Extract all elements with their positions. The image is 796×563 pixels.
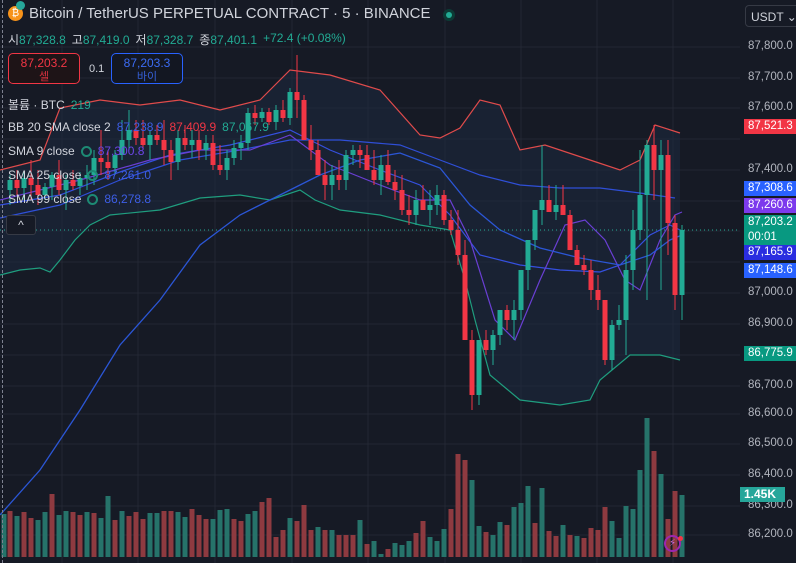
low-label: 저	[135, 33, 147, 47]
notification-dot-icon	[678, 536, 683, 541]
currency-select[interactable]: USDT ⌄	[745, 5, 796, 27]
bb-lower-value: 87,067.9	[222, 120, 269, 134]
sell-button[interactable]: 87,203.2 셀	[8, 53, 80, 84]
sma25-value: 87,261.0	[104, 168, 152, 182]
symbol-title[interactable]: Bitcoin / TetherUS PERPETUAL CONTRACT · …	[29, 5, 431, 22]
sma25-label: SMA 25 close	[8, 168, 82, 182]
price-tick: 86,300.0	[748, 499, 793, 511]
exchange-badge-icon	[16, 1, 25, 10]
price-label: 86,775.9	[744, 346, 796, 361]
bitcoin-icon: ₿	[8, 1, 25, 21]
bb-label: BB 20 SMA close 2	[8, 120, 111, 134]
sma99-value: 86,278.8	[104, 192, 152, 206]
legend-volume[interactable]: 볼륨 · BTC 219	[8, 96, 91, 113]
legend-bollinger[interactable]: BB 20 SMA close 2 87,238.9 87,409.9 87,0…	[8, 120, 269, 134]
change-value: +72.4 (+0.08%)	[263, 31, 346, 45]
volume-label: 볼륨 · BTC	[8, 98, 65, 112]
price-tick: 87,400.0	[748, 163, 793, 175]
buy-price: 87,203.3	[123, 56, 171, 70]
chevron-down-icon: ⌄	[786, 10, 796, 24]
price-tick: 86,900.0	[748, 317, 793, 329]
price-label: 87,521.3	[744, 119, 796, 134]
price-tick: 87,000.0	[748, 286, 793, 298]
close-label: 종	[199, 33, 211, 47]
price-tick: 87,700.0	[748, 71, 793, 83]
price-tick: 86,500.0	[748, 437, 793, 449]
legend-sma9[interactable]: SMA 9 close 87,300.8	[8, 144, 144, 158]
price-tick: 86,700.0	[748, 379, 793, 391]
legend-sma99[interactable]: SMA 99 close 86,278.8	[8, 192, 151, 206]
volume-price-label: 1.45K	[740, 487, 785, 502]
legend-sma25[interactable]: SMA 25 close 87,261.0	[8, 168, 151, 182]
market-status-icon[interactable]	[443, 9, 455, 21]
chart-header: ₿ Bitcoin / TetherUS PERPETUAL CONTRACT …	[8, 1, 431, 22]
price-tick: 86,200.0	[748, 528, 793, 540]
sell-price: 87,203.2	[20, 56, 68, 70]
loading-spinner-icon	[87, 193, 99, 205]
high-value: 87,419.0	[82, 33, 130, 47]
sma9-label: SMA 9 close	[8, 144, 75, 158]
loading-spinner-icon	[80, 145, 92, 157]
bb-basis-value: 87,238.9	[116, 120, 164, 134]
open-label: 시	[8, 33, 20, 47]
price-label: 87,203.2	[744, 215, 796, 230]
sma9-value: 87,300.8	[97, 144, 145, 158]
open-value: 87,328.8	[19, 33, 66, 47]
close-value: 87,401.1	[210, 33, 258, 47]
price-label: 87,148.6	[744, 263, 796, 278]
price-tick: 86,600.0	[748, 407, 793, 419]
buy-button[interactable]: 87,203.3 바이	[111, 53, 183, 84]
price-tick: 87,800.0	[748, 40, 793, 52]
buy-label: 바이	[136, 71, 158, 83]
left-edge-divider	[2, 0, 3, 563]
ohlc-values: 시87,328.8 고87,419.0 저87,328.7 종87,401.1 …	[8, 31, 346, 48]
price-label: 87,260.6	[744, 198, 796, 213]
loading-spinner-icon	[87, 169, 99, 181]
price-label: 00:01	[744, 230, 796, 245]
collapse-legend-button[interactable]: ^	[6, 215, 36, 235]
sma99-label: SMA 99 close	[8, 192, 82, 206]
low-value: 87,328.7	[146, 33, 194, 47]
order-quantity[interactable]: 0.1	[89, 63, 105, 75]
lightning-icon[interactable]: ⚡	[664, 535, 681, 552]
price-label: 87,165.9	[744, 245, 796, 260]
volume-value: 219	[70, 97, 91, 112]
price-tick: 86,400.0	[748, 468, 793, 480]
bb-upper-value: 87,409.9	[169, 120, 217, 134]
high-label: 고	[71, 33, 83, 47]
currency-label: USDT	[751, 10, 784, 24]
price-scale[interactable]: 87,800.0 87,700.0 87,600.0 87,400.0 87,000.0…	[744, 0, 796, 563]
price-tick: 87,600.0	[748, 101, 793, 113]
price-label: 87,308.6	[744, 181, 796, 196]
sell-label: 셀	[38, 71, 50, 83]
